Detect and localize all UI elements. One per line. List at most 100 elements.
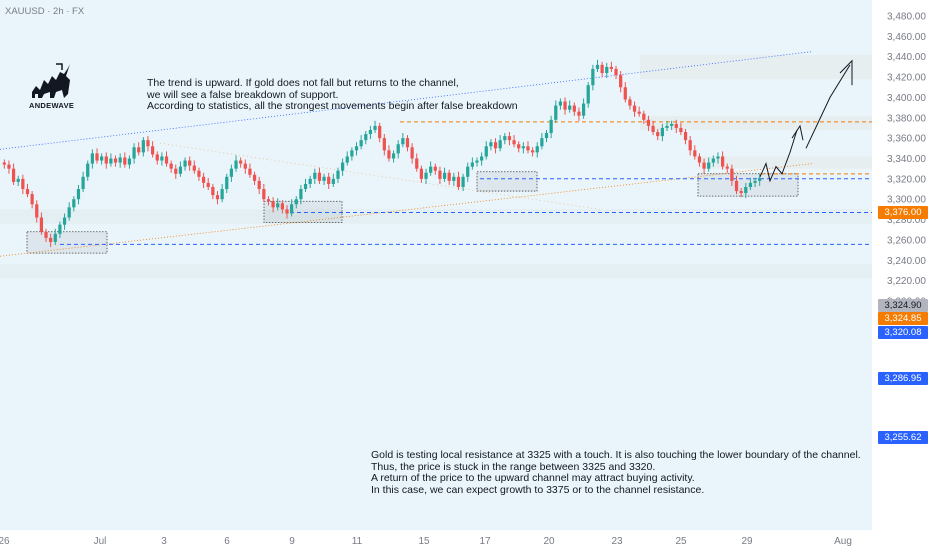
candle-body [456,176,461,187]
y-tick-label: 3,440.00 [887,52,926,63]
candle-body [438,170,442,179]
candle-body [174,168,178,174]
x-tick-label: 29 [741,536,753,547]
y-tick-label: 3,300.00 [887,195,926,206]
candle-body [345,156,349,163]
candle-body [688,140,692,151]
candle-body [387,150,391,159]
y-tick-label: 3,400.00 [887,93,926,104]
candle-body [340,162,345,171]
x-tick-label: 25 [675,536,687,547]
candle-body [215,195,220,200]
candle-body [433,166,437,171]
note-top: The trend is upward. If gold does not fa… [147,77,518,113]
candle-body [670,123,674,126]
x-tick-label: Jul [94,536,107,547]
x-tick-label: 23 [611,536,623,547]
candle-body [299,189,303,200]
candle-body [271,201,275,208]
candle-body [382,138,386,151]
candle-body [336,170,340,179]
candle-body [364,134,368,141]
candle-body [461,176,465,187]
candle-body [697,156,702,163]
candle-body [354,146,359,151]
candle-body [234,160,238,169]
candle-body [484,146,488,157]
candle-body [178,166,183,174]
candle-body [605,66,609,73]
candle-body [303,183,308,190]
price-label: 3,320.08 [878,326,928,339]
candle-body [109,158,113,164]
candle-body [378,125,382,139]
candle-body [628,99,632,106]
channel-upper-line [0,51,813,150]
price-label: 3,376.00 [878,206,928,219]
candle-body [702,162,706,169]
price-label: 3,324.85 [878,312,928,325]
candle-body [498,140,502,149]
candle-body [95,153,99,161]
x-tick-label: 15 [418,536,430,547]
range-band [640,115,872,130]
candle-body [419,168,424,179]
candle-body [197,170,201,177]
x-tick-label: 6 [224,536,230,547]
candle-body [489,142,493,147]
candle-body [549,119,553,134]
y-tick-label: 3,220.00 [887,276,926,287]
candle-body [368,129,373,135]
candle-body [7,164,11,169]
note-bottom-line: Thus, the price is stuck in the range be… [371,460,656,473]
candle-body [72,199,76,208]
time-scale[interactable] [0,530,932,550]
candle-body [447,172,451,181]
y-tick-label: 3,480.00 [887,12,926,23]
candle-body [211,186,215,196]
candle-body [90,153,94,164]
symbol-title[interactable]: XAUUSD · 2h · FX [5,6,85,17]
logo-text: ANDEWAVE [29,101,75,110]
candle-body [76,189,81,200]
candle-body [257,180,261,190]
forecast-path [759,59,853,183]
candle-body [734,180,739,192]
note-bottom-line: A return of the price to the upward chan… [371,472,695,484]
candle-body [512,140,516,145]
forecast-arrowhead [839,59,853,86]
note-top-line: According to statistics, all the stronge… [147,100,518,112]
candle-body [16,178,20,182]
range-band [640,54,872,80]
range-band [0,209,872,224]
candle-body [470,162,474,167]
candle-body [609,66,614,69]
candle-body [100,156,104,161]
candle-body [674,123,678,128]
price-label: 3,324.90 [878,299,928,312]
candle-body [646,119,651,126]
candle-body [201,176,206,183]
consolidation-zone [476,171,538,192]
candle-body [350,150,354,157]
forecast-arrowhead [791,124,804,141]
candle-body [327,176,331,184]
candle-body [429,166,433,173]
candle-body [206,182,210,187]
candle-body [229,168,234,177]
candle-body [192,165,196,171]
candle-body [716,156,720,159]
candle-body [225,176,229,190]
candle-body [544,133,549,139]
candle-body [730,168,734,181]
x-tick-label: 17 [479,536,491,547]
candle-body [239,160,243,164]
candle-body [739,191,743,194]
candles [2,59,762,248]
candle-body [711,158,715,163]
candle-body [558,101,563,106]
candle-body [410,147,414,159]
candle-body [405,138,410,148]
